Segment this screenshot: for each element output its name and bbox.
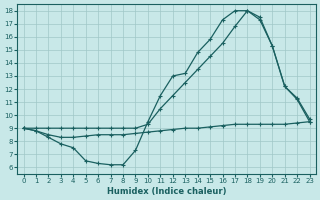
X-axis label: Humidex (Indice chaleur): Humidex (Indice chaleur) (107, 187, 226, 196)
